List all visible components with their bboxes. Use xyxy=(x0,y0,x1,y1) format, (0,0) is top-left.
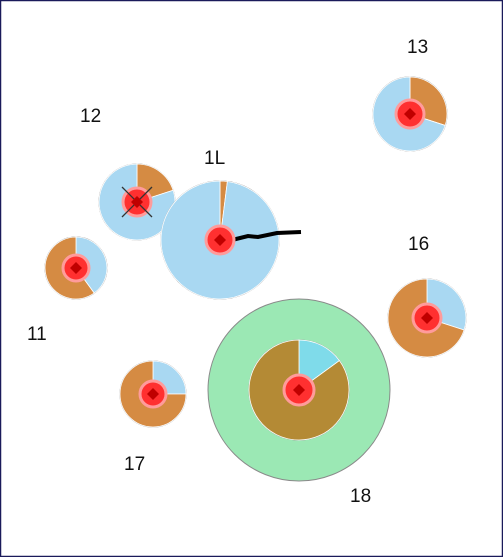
node-1L-pointer xyxy=(231,230,302,242)
n18-center-marker xyxy=(293,384,305,396)
n11-pie-slice xyxy=(75,236,108,294)
node-18: 18 xyxy=(207,298,391,507)
node-1L-label: 1L xyxy=(204,148,225,169)
node-12-label: 12 xyxy=(80,106,101,127)
node-18-label: 18 xyxy=(350,486,371,507)
node-16: 16 xyxy=(387,234,467,358)
n11-center-marker xyxy=(70,262,82,274)
n17-center-marker xyxy=(147,388,159,400)
n16-center-marker xyxy=(421,312,433,324)
node-13: 13 xyxy=(372,37,448,152)
node-1L: 1L xyxy=(160,148,302,300)
node-11: 11 xyxy=(27,236,108,345)
n1L-center-marker xyxy=(214,234,226,246)
node-16-label: 16 xyxy=(408,234,429,255)
n13-center-marker xyxy=(404,108,416,120)
node-17: 17 xyxy=(119,360,187,475)
node-17-label: 17 xyxy=(124,454,145,475)
node-11-label: 11 xyxy=(27,324,47,345)
node-13-label: 13 xyxy=(407,37,428,58)
node-12: 12 xyxy=(80,106,176,241)
n12-center-marker xyxy=(131,196,143,208)
